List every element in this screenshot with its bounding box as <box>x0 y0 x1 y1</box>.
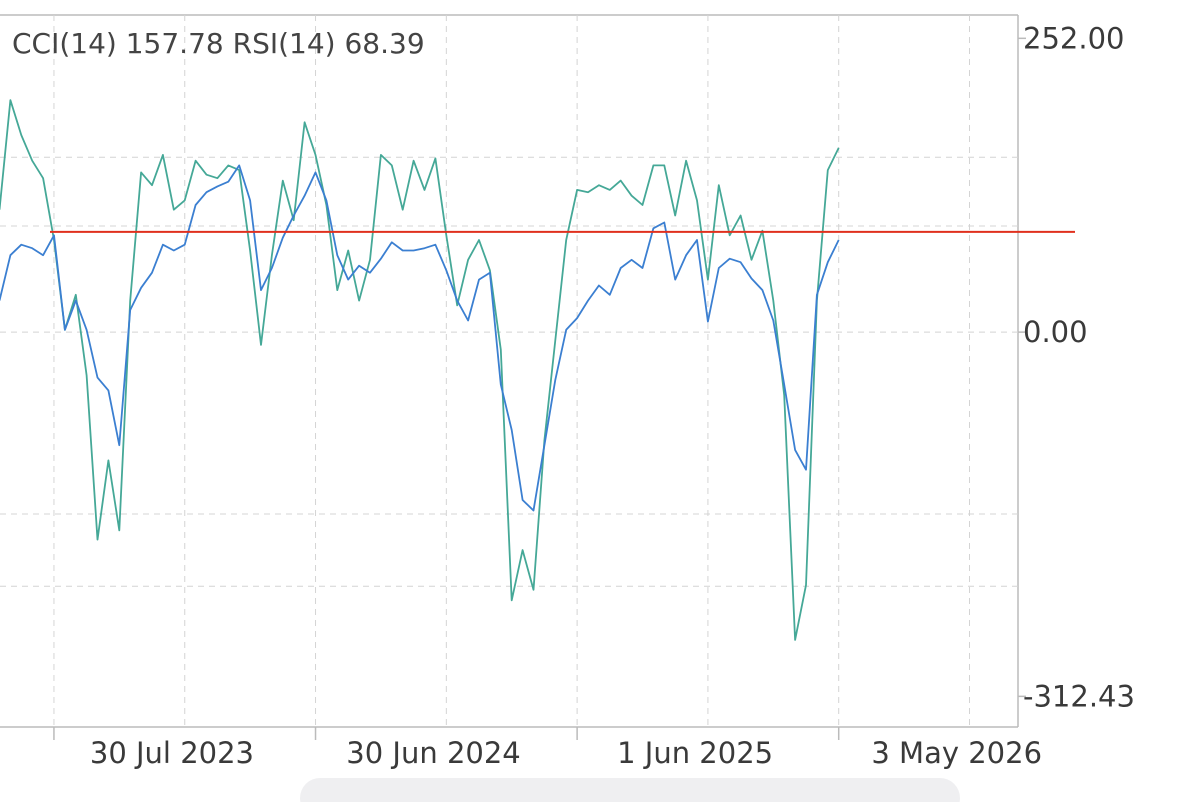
x-tick-label: 3 May 2026 <box>871 736 1042 770</box>
y-tick-label: -312.43 <box>1023 679 1135 713</box>
x-tick-label: 30 Jul 2023 <box>90 736 254 770</box>
x-tick-label: 30 Jun 2024 <box>346 736 520 770</box>
chart-title: CCI(14) 157.78 RSI(14) 68.39 <box>12 27 425 60</box>
series-line <box>0 164 840 512</box>
y-tick-label: 0.00 <box>1023 315 1088 349</box>
bottom-bar <box>300 778 960 802</box>
x-tick-label: 1 Jun 2025 <box>617 736 773 770</box>
series-line <box>0 99 840 641</box>
y-tick-label: 252.00 <box>1023 21 1124 55</box>
